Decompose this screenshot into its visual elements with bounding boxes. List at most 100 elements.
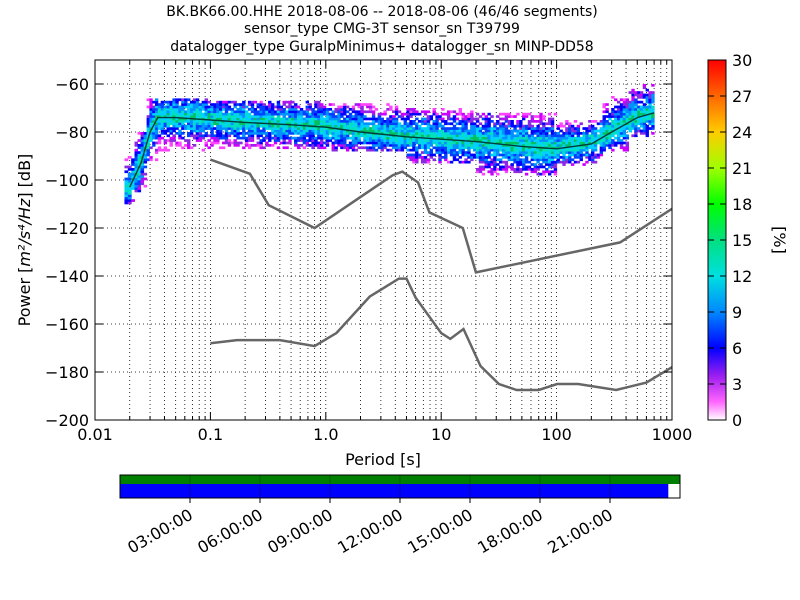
histogram-cell	[354, 117, 358, 121]
histogram-cell	[619, 144, 624, 147]
histogram-cell	[545, 127, 549, 130]
histogram-cell	[334, 117, 338, 121]
histogram-cell	[530, 115, 535, 118]
histogram-cell	[576, 146, 581, 150]
histogram-cell	[383, 136, 387, 140]
histogram-cell	[357, 105, 361, 109]
histogram-cell	[154, 151, 159, 154]
histogram-cell	[152, 108, 156, 111]
histogram-cell	[127, 165, 132, 169]
histogram-cell	[510, 120, 514, 123]
histogram-cell	[622, 115, 627, 118]
histogram-cell	[160, 117, 165, 121]
histogram-cell	[242, 112, 246, 116]
histogram-cell	[608, 122, 612, 126]
histogram-cell	[496, 153, 500, 157]
histogram-cell	[648, 91, 652, 94]
histogram-cell	[498, 124, 503, 128]
histogram-cell	[542, 172, 546, 176]
histogram-cell	[328, 120, 333, 123]
histogram-cell	[593, 129, 598, 133]
histogram-cell	[198, 122, 203, 126]
histogram-cell	[426, 141, 431, 145]
histogram-cell	[542, 139, 546, 142]
histogram-cell	[475, 141, 480, 145]
histogram-cell	[473, 129, 477, 133]
histogram-cell	[331, 146, 335, 150]
histogram-cell	[360, 127, 364, 130]
histogram-cell	[262, 146, 266, 150]
histogram-cell	[449, 141, 454, 145]
y-tick-label: −80	[55, 123, 89, 142]
histogram-cell	[562, 148, 566, 152]
histogram-cell	[253, 108, 258, 111]
histogram-cell	[484, 148, 488, 152]
histogram-cell	[576, 134, 581, 138]
histogram-cell	[187, 115, 191, 118]
histogram-cell	[522, 165, 526, 169]
histogram-cell	[213, 112, 217, 116]
histogram-cell	[470, 158, 474, 162]
histogram-cell	[464, 160, 468, 164]
histogram-cell	[270, 117, 275, 121]
histogram-cell	[426, 129, 431, 133]
histogram-cell	[386, 129, 390, 133]
histogram-cell	[412, 110, 416, 114]
histogram-cell	[493, 148, 497, 152]
histogram-cell	[614, 98, 618, 102]
histogram-cell	[285, 127, 289, 130]
histogram-cell	[510, 115, 514, 118]
histogram-cell	[542, 156, 546, 159]
histogram-cell	[637, 100, 641, 104]
histogram-cell	[299, 110, 304, 114]
histogram-cell	[357, 117, 361, 121]
histogram-cell	[169, 120, 173, 123]
histogram-cell	[470, 117, 474, 121]
histogram-cell	[233, 141, 237, 145]
histogram-cell	[562, 144, 566, 147]
histogram-cell	[420, 134, 425, 138]
histogram-cell	[374, 144, 379, 147]
histogram-cell	[504, 127, 509, 130]
histogram-cell	[131, 160, 136, 164]
histogram-cell	[545, 158, 549, 162]
histogram-cell	[154, 129, 159, 133]
histogram-cell	[184, 120, 188, 123]
histogram-cell	[302, 110, 307, 114]
histogram-cell	[146, 153, 150, 157]
histogram-cell	[351, 141, 356, 145]
histogram-cell	[591, 151, 595, 154]
histogram-cell	[242, 146, 246, 150]
histogram-cell	[444, 112, 448, 116]
histogram-cell	[596, 134, 601, 138]
histogram-cell	[496, 144, 500, 147]
histogram-cell	[320, 120, 324, 123]
histogram-cell	[418, 120, 422, 123]
histogram-cell	[334, 148, 338, 152]
histogram-cell	[152, 115, 156, 118]
histogram-cell	[245, 120, 249, 123]
histogram-cell	[435, 120, 439, 123]
histogram-cell	[184, 100, 188, 104]
histogram-cell	[343, 122, 347, 126]
histogram-cell	[412, 160, 416, 164]
histogram-cell	[154, 141, 159, 145]
histogram-cell	[475, 146, 480, 150]
histogram-cell	[169, 100, 173, 104]
histogram-cell	[634, 98, 638, 102]
histogram-cell	[570, 148, 575, 152]
histogram-cell	[204, 144, 208, 147]
histogram-cell	[490, 146, 494, 150]
histogram-cell	[386, 144, 390, 147]
histogram-cell	[143, 156, 148, 159]
histogram-cell	[622, 120, 627, 123]
histogram-cell	[371, 112, 376, 116]
histogram-cell	[163, 124, 168, 128]
histogram-cell	[369, 127, 373, 130]
histogram-cell	[504, 136, 509, 140]
histogram-cell	[527, 153, 532, 157]
histogram-cell	[311, 110, 315, 114]
histogram-cell	[152, 117, 156, 121]
x-tick-label: 0.01	[77, 425, 113, 444]
